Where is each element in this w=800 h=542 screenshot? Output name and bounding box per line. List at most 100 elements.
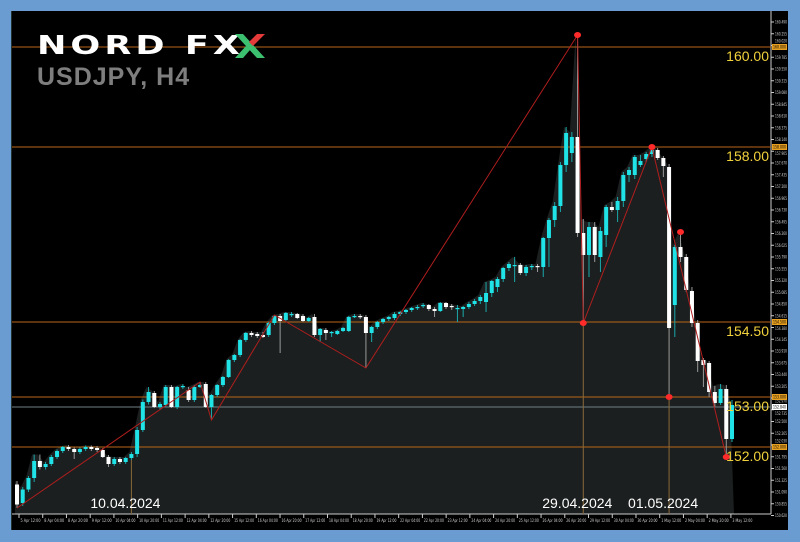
- candle-body: [37, 461, 42, 467]
- candle-body: [415, 307, 420, 309]
- candle-body: [501, 268, 506, 279]
- candle-body: [15, 484, 19, 505]
- candle-body: [695, 323, 700, 361]
- x-tick-label: 16 Apr 20:00: [282, 518, 302, 524]
- y-tick-label: 156.730: [775, 208, 787, 214]
- candle-body: [512, 265, 517, 267]
- candle-body: [564, 133, 569, 165]
- y-tick-label: 160.255: [775, 31, 787, 37]
- candle-body: [644, 154, 649, 159]
- candle-body: [346, 317, 351, 331]
- candle-body: [175, 387, 180, 407]
- candle-body: [260, 335, 265, 337]
- zigzag-point: [722, 454, 730, 460]
- candle-body: [461, 307, 466, 309]
- candle-body: [301, 316, 305, 321]
- candle-body: [707, 363, 712, 392]
- candle-body: [558, 165, 563, 206]
- zigzag-point: [665, 394, 673, 400]
- candle-body: [60, 447, 65, 451]
- y-tick-label: 151.325: [775, 478, 787, 484]
- candle-body: [632, 157, 637, 175]
- candle-body: [255, 334, 260, 336]
- candle-body: [621, 175, 626, 201]
- candle-body: [421, 305, 426, 307]
- candle-body: [712, 392, 717, 403]
- date-marker-label: 10.04.2024: [90, 495, 160, 511]
- zigzag-line: [16, 33, 727, 509]
- y-tick-label: 153.675: [775, 360, 787, 366]
- candle-body: [535, 266, 540, 268]
- candle-body: [106, 457, 111, 464]
- x-tick-label: 19 Apr 12:00: [376, 518, 396, 524]
- candle-body: [135, 430, 140, 454]
- candle-body: [32, 461, 37, 478]
- y-tick-label: 153.205: [775, 384, 787, 390]
- x-tick-label: 1 May 12:00: [661, 518, 681, 524]
- candle-body: [238, 340, 243, 355]
- candle-body: [226, 360, 231, 377]
- candle-body: [392, 314, 397, 318]
- y-tick-label: 158.140: [775, 137, 787, 143]
- level-axis-badge: [772, 44, 787, 50]
- level-axis-label: 152.000: [773, 445, 786, 451]
- candle-body: [329, 332, 334, 334]
- candle-body: [272, 316, 277, 323]
- y-tick-label: 154.145: [775, 337, 787, 343]
- candle-body: [43, 464, 48, 467]
- candle-body: [598, 231, 603, 257]
- level-axis-badge: [772, 394, 787, 400]
- y-tick-label: 151.560: [775, 466, 787, 472]
- candle-body: [426, 305, 431, 309]
- candle-body: [409, 308, 414, 310]
- x-tick-label: 8 Apr 04:00: [44, 518, 64, 524]
- candle-body: [100, 450, 105, 457]
- candle-body: [192, 387, 197, 400]
- candle-body: [689, 291, 694, 323]
- level-axis-badge: [772, 144, 787, 150]
- zigzag-point: [648, 144, 656, 150]
- level-axis-badge: [772, 319, 787, 325]
- level-axis-badge: [772, 444, 787, 450]
- candle-body: [506, 264, 511, 268]
- level-price-label: 154.50: [726, 323, 769, 339]
- candle-body: [55, 451, 60, 457]
- candle-body: [140, 402, 145, 430]
- candle-body: [72, 449, 77, 452]
- candle-body: [312, 317, 317, 335]
- candle-body: [26, 478, 31, 490]
- current-price-badge: [772, 404, 787, 410]
- candle-body: [129, 454, 134, 458]
- y-tick-label: 153.910: [775, 349, 787, 355]
- y-tick-label: 159.080: [775, 90, 787, 96]
- y-tick-label: 157.200: [775, 184, 787, 190]
- candle-body: [672, 247, 677, 305]
- x-tick-label: 18 Apr 20:00: [353, 518, 373, 524]
- candle-body: [77, 449, 82, 452]
- candle-body: [575, 137, 580, 233]
- candle-body: [169, 387, 174, 407]
- x-tick-label: 22 Apr 04:00: [400, 518, 420, 524]
- candle-body: [581, 233, 586, 255]
- candle-body: [684, 257, 689, 290]
- x-tick-label: 26 Apr 20:00: [566, 518, 586, 524]
- candle-body: [152, 393, 157, 407]
- level-price-label: 152.00: [726, 448, 769, 464]
- x-tick-label: 2 May 20:00: [709, 518, 729, 524]
- candle-body: [341, 328, 346, 331]
- candle-body: [541, 238, 546, 267]
- x-tick-label: 16 Apr 04:00: [258, 518, 278, 524]
- candle-body: [386, 317, 391, 319]
- y-tick-label: 159.315: [775, 78, 787, 84]
- candle-body: [112, 459, 117, 464]
- candle-body: [220, 377, 225, 385]
- candle-body: [449, 306, 454, 308]
- candle-body: [295, 314, 300, 318]
- date-marker-label: 01.05.2024: [628, 495, 698, 511]
- candle-body: [724, 389, 729, 439]
- candle-body: [489, 281, 494, 293]
- candle-body: [478, 297, 483, 301]
- x-tick-label: 12 Apr 04:00: [187, 518, 207, 524]
- y-tick-label: 156.495: [775, 219, 787, 225]
